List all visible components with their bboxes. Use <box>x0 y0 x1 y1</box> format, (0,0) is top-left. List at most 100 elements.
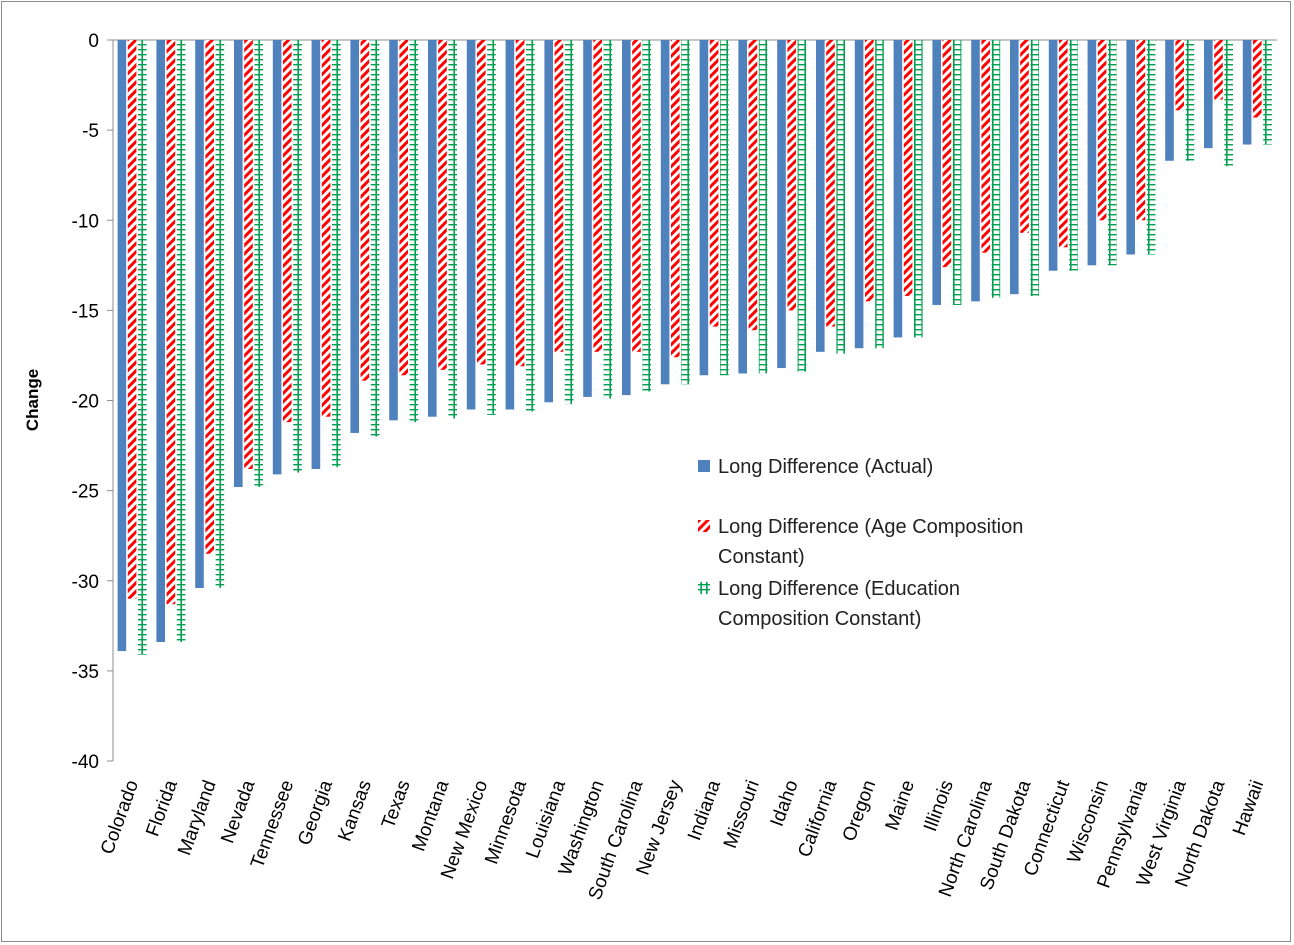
bar-south-dakota-series-3 <box>1030 40 1039 296</box>
bar-kansas-series-1 <box>350 40 359 433</box>
bar-washington-series-1 <box>583 40 592 397</box>
bar-north-dakota-series-1 <box>1204 40 1213 149</box>
bar-west-virginia-series-2 <box>1175 40 1184 111</box>
y-tick-label: -20 <box>72 392 99 413</box>
bar-hawaii-series-2 <box>1253 40 1262 118</box>
x-tick-label: Missouri <box>720 778 764 852</box>
y-tick-label: -35 <box>72 662 99 683</box>
bar-louisiana-series-2 <box>554 40 564 352</box>
bar-connecticut-series-3 <box>1069 40 1078 271</box>
bar-indiana-series-1 <box>699 40 709 376</box>
x-tick-label: Nevada <box>217 777 259 846</box>
x-tick-label: Kansas <box>334 778 375 845</box>
x-tick-label: Florida <box>142 777 182 839</box>
bar-north-carolina-series-1 <box>971 40 980 302</box>
bar-connecticut-series-2 <box>1059 40 1068 248</box>
bar-north-carolina-series-3 <box>991 40 1001 298</box>
bar-north-carolina-series-2 <box>981 40 990 253</box>
bar-montana-series-1 <box>428 40 437 417</box>
x-tick-label: Hawaii <box>1229 778 1268 839</box>
x-tick-label: Illinois <box>920 778 958 835</box>
bar-nevada-series-2 <box>244 40 253 469</box>
bar-louisiana-series-3 <box>564 40 574 405</box>
bar-georgia-series-3 <box>332 40 341 468</box>
bar-new-mexico-series-2 <box>477 40 486 365</box>
x-axis-labels: Colorado FloridaMarylandNevadaTennesseeGe… <box>97 777 1268 903</box>
legend-label-series-1: Long Difference (Actual) <box>718 456 933 478</box>
bar-wisconsin-series-3 <box>1108 40 1117 266</box>
bar-new-jersey-series-3 <box>681 40 690 385</box>
bar-pennsylvania-series-1 <box>1126 40 1135 255</box>
bar-georgia-series-2 <box>321 40 331 417</box>
bar-washington-series-2 <box>593 40 602 352</box>
y-tick-label: -5 <box>82 121 99 142</box>
bar-minnesota-series-2 <box>515 40 525 367</box>
bar-minnesota-series-3 <box>526 40 535 412</box>
bar-north-dakota-series-2 <box>1214 40 1223 100</box>
bar-north-dakota-series-3 <box>1224 40 1233 167</box>
bar-maryland-series-1 <box>195 40 204 588</box>
bar-idaho-series-3 <box>797 40 807 372</box>
x-tick-label: Indiana <box>684 777 725 843</box>
x-tick-label: Idaho <box>767 778 803 830</box>
bar-kansas-series-3 <box>370 40 380 437</box>
bar-maryland-series-2 <box>205 40 214 554</box>
legend-swatch-series-2 <box>698 520 710 532</box>
bar-pennsylvania-series-3 <box>1146 40 1156 255</box>
bar-south-dakota-series-1 <box>1010 40 1019 295</box>
bar-california-series-1 <box>816 40 825 352</box>
x-tick-label: Montana <box>408 777 453 854</box>
bar-maryland-series-3 <box>215 40 225 588</box>
x-tick-label: Colorado <box>97 778 143 858</box>
y-tick-label: -25 <box>72 482 99 503</box>
bar-south-carolina-series-2 <box>632 40 641 352</box>
y-tick-label: 0 <box>88 31 99 52</box>
bar-hawaii-series-1 <box>1242 40 1252 145</box>
bar-california-series-3 <box>836 40 845 354</box>
y-axis-title: Change <box>23 369 42 431</box>
bar-connecticut-series-1 <box>1048 40 1058 271</box>
bar-washington-series-3 <box>603 40 613 399</box>
bar-florida-series-3 <box>176 40 186 643</box>
bar-illinois-series-2 <box>942 40 952 268</box>
bar-texas-series-2 <box>399 40 408 376</box>
bar-louisiana-series-1 <box>544 40 553 403</box>
y-tick-label: -15 <box>72 301 99 322</box>
legend: Long Difference (Actual) Long Difference … <box>698 456 1023 630</box>
legend-label-series-3: Long Difference (Education Composition Co… <box>718 578 960 630</box>
bar-missouri-series-2 <box>748 40 758 331</box>
x-tick-label: Maryland <box>174 778 220 859</box>
legend-swatch-series-3 <box>698 582 710 594</box>
bar-florida-series-1 <box>156 40 165 643</box>
bar-kansas-series-2 <box>360 40 370 381</box>
bar-illinois-series-3 <box>952 40 962 305</box>
bar-illinois-series-1 <box>932 40 941 305</box>
bars <box>117 40 1272 655</box>
bar-georgia-series-1 <box>311 40 321 469</box>
bar-new-jersey-series-1 <box>660 40 670 385</box>
bar-maine-series-1 <box>893 40 903 338</box>
bar-nevada-series-1 <box>234 40 243 488</box>
bar-hawaii-series-3 <box>1263 40 1272 145</box>
legend-swatch-series-1 <box>698 460 710 472</box>
bar-pennsylvania-series-2 <box>1136 40 1146 221</box>
bar-colorado-series-3 <box>138 40 147 655</box>
y-tick-label: -10 <box>72 211 99 232</box>
bar-tennessee-series-2 <box>283 40 292 423</box>
bar-missouri-series-1 <box>738 40 747 374</box>
bar-tennessee-series-3 <box>293 40 302 473</box>
bar-oregon-series-3 <box>875 40 884 349</box>
bar-idaho-series-1 <box>777 40 786 369</box>
bar-new-mexico-series-3 <box>487 40 496 415</box>
bar-florida-series-2 <box>166 40 176 605</box>
x-tick-label: Texas <box>378 778 415 832</box>
y-tick-label: -40 <box>72 752 99 773</box>
bar-new-mexico-series-1 <box>466 40 476 410</box>
y-axis: 0 -5 -10 -15 -20 -25 -30 -35 -40 <box>72 31 1277 773</box>
bar-west-virginia-series-3 <box>1185 40 1195 161</box>
bar-new-jersey-series-2 <box>671 40 680 358</box>
x-tick-label: Maine <box>882 778 919 834</box>
bar-oregon-series-1 <box>854 40 864 349</box>
y-tick-label: -30 <box>72 572 99 593</box>
